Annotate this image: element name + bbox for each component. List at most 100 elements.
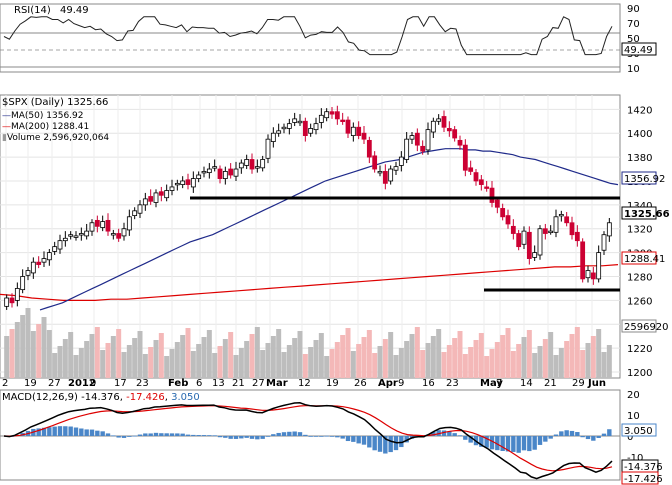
x-tick-label: 27 [252,378,265,389]
x-tick-label: 16 [422,378,435,389]
candle-body [382,171,388,184]
macd-tick-label: -10 [627,453,643,464]
volume-bar [196,344,202,378]
candle-body [73,235,79,238]
macd-hist-bar [495,436,500,451]
volume-bar [564,341,570,378]
volume-bar [206,330,212,378]
volume-bar [537,346,543,378]
volume-bar [62,339,68,378]
volume-bar [382,339,388,378]
macd-hist-bar [196,435,201,436]
candle-body [574,231,580,242]
candle-body [148,196,154,202]
volume-bar [78,348,84,378]
macd-hist-bar [271,434,276,436]
macd-hist-bar [41,427,47,436]
macd-hist-bar [143,433,148,436]
volume-bar [84,341,90,378]
volume-bar [548,332,554,378]
candle-body [532,252,538,258]
volume-bar [462,354,468,378]
price-tick-label: 1340 [627,201,652,212]
candle-body [510,225,516,234]
candle-body [110,233,116,236]
candle-body [308,128,314,134]
macd-hist-bar [297,432,303,436]
macd-hist-bar [281,432,287,436]
signal-tag: -17.426 [624,474,663,485]
price-tick-label: 1260 [627,296,652,307]
macd-hist-bar [548,436,553,439]
macd-hist-bar [516,436,521,453]
volume-bar [73,355,79,378]
x-tick-label: 19 [326,378,339,389]
macd-hist-bar [367,436,372,448]
volume-bar [41,317,47,378]
price-tick-label: 1280 [627,273,652,284]
volume-bar [425,343,431,378]
volume-bar [281,352,287,378]
candle-body [398,156,404,166]
price-tick-label: 1420 [627,105,652,116]
volume-bar [89,334,95,378]
candle-body [489,187,495,203]
volume-bar [452,338,458,378]
volume-bar [441,352,447,378]
macd-hist-bar [217,436,223,438]
rsi-tag: 49.49 [624,45,653,56]
macd-hist-bar [511,436,516,452]
candle-body [372,155,378,170]
volume-bar [345,328,351,378]
volume-bar [132,338,138,378]
candle-body [361,132,367,140]
candle-body [393,166,399,171]
volume-bar [265,343,271,378]
candle-body [185,179,191,185]
macd-hist-bar [505,436,511,452]
volume-bar [542,339,548,378]
candle-body [436,118,442,122]
candle-body [89,222,95,232]
macd-hist-bar [447,431,452,436]
macd-hist-bar [601,433,607,436]
candle-body [516,233,522,248]
volume-bar [228,332,234,378]
macd-hist-bar [148,433,153,436]
macd-hist-bar [132,435,137,437]
volume-bar [302,354,308,378]
volume-bar [350,351,356,378]
macd-hist-bar [351,436,356,442]
candle-body [542,228,548,234]
candle-body [569,222,575,236]
macd-hist-bar [175,433,180,436]
volume-bar [25,308,31,378]
macd-hist-bar [324,435,329,437]
macd-hist-bar [356,436,361,444]
macd-hist-bar [340,436,345,439]
macd-hist-bar [463,436,468,440]
candle-body [377,171,383,174]
macd-hist-bar [111,435,116,437]
volume-bar [14,322,20,378]
macd-hist-bar [564,430,569,436]
hist-tag: 3.050 [624,426,653,437]
volume-bar [222,339,228,378]
x-tick-label: 23 [446,378,459,389]
volume-bar [174,342,180,378]
candle-body [441,116,447,128]
candle-body [473,172,479,182]
candle-body [580,241,586,280]
candle-body [46,252,52,261]
volume-bar [558,348,564,378]
volume-bar [9,329,15,378]
macd-hist-bar [372,436,377,451]
rsi-panel: RSI(14) 49.49 9070503010 49.49 [0,3,657,75]
volume-bar [164,356,170,378]
x-tick-label: 2012 [68,378,96,389]
candle-body [116,233,122,239]
macd-hist-bar [292,431,297,436]
macd-hist-bar [180,433,185,436]
candle-body [222,171,228,179]
